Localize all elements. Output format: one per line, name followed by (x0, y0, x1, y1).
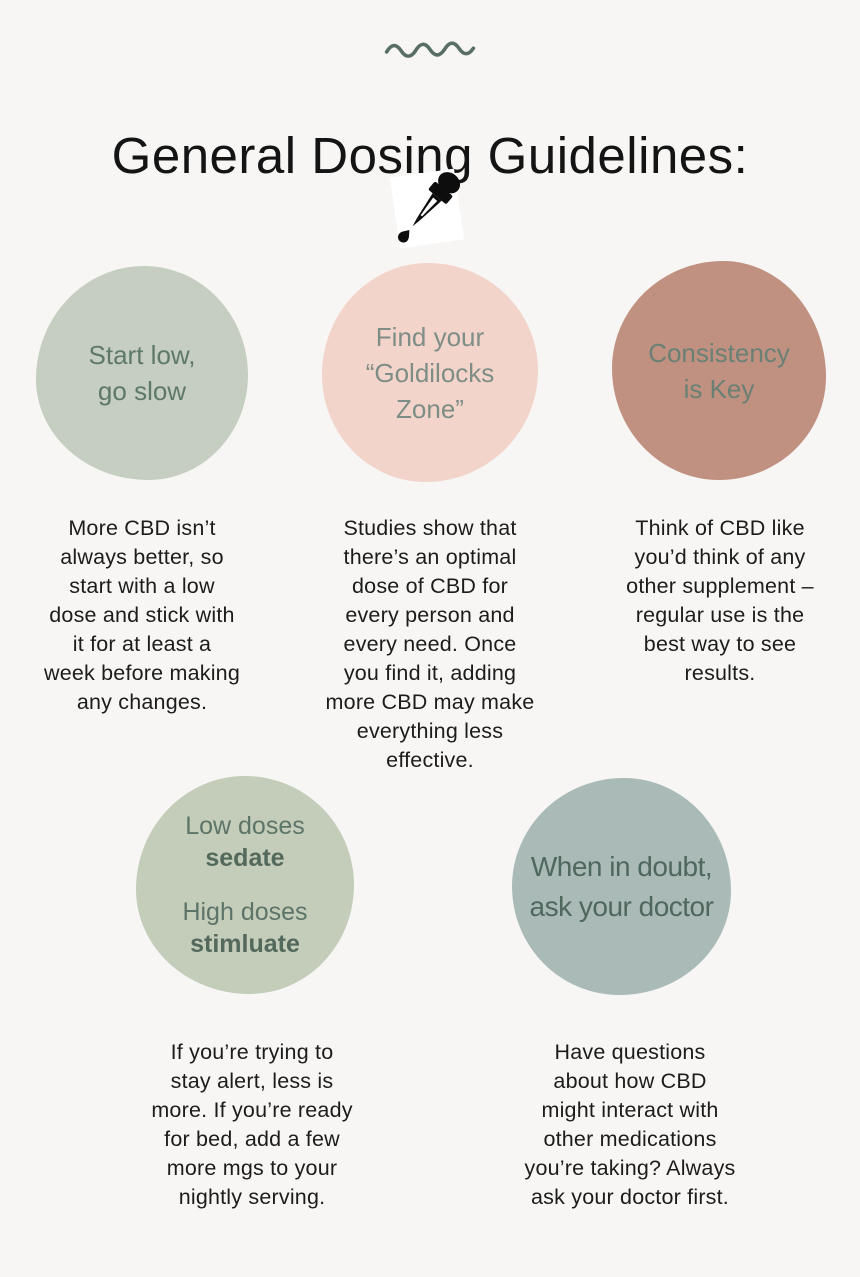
description-start-low: More CBD isn’t always better, so start w… (43, 515, 240, 714)
circle-ask-doctor: When in doubt, ask your doctor (512, 778, 731, 995)
circle-label: When in doubt, ask your doctor (529, 850, 714, 922)
circle-label: Consistency is Key (648, 337, 790, 404)
wave-squiggle-icon (384, 41, 476, 58)
low-dose-group: Low doses sedate (182, 810, 307, 874)
circle-label: Start low, go slow (88, 340, 196, 406)
circle-start-low: Start low, go slow (36, 266, 248, 480)
circle-label: Find your “Goldilocks Zone” (365, 321, 495, 424)
description-consistency: Think of CBD like you’d think of any oth… (626, 515, 814, 685)
description-goldilocks-zone: Studies show that there’s an optimal dos… (325, 515, 535, 772)
circle-goldilocks-zone: Find your “Goldilocks Zone” (322, 263, 538, 482)
circle-consistency: Consistency is Key (612, 261, 826, 480)
circle-dose-effects: Low doses sedate High doses stimluate (136, 776, 354, 994)
high-dose-word: stimluate (190, 930, 300, 958)
low-dose-label: Low doses (185, 812, 305, 840)
dropper-icon (389, 168, 464, 249)
low-dose-word: sedate (205, 844, 285, 872)
high-dose-group: High doses stimluate (182, 896, 307, 960)
description-ask-doctor: Have questions about how CBD might inter… (524, 1039, 736, 1209)
description-dose-effects: If you’re trying to stay alert, less is … (151, 1039, 353, 1209)
high-dose-label: High doses (182, 898, 308, 926)
circle-label: Low doses sedate High doses stimluate (182, 810, 307, 960)
